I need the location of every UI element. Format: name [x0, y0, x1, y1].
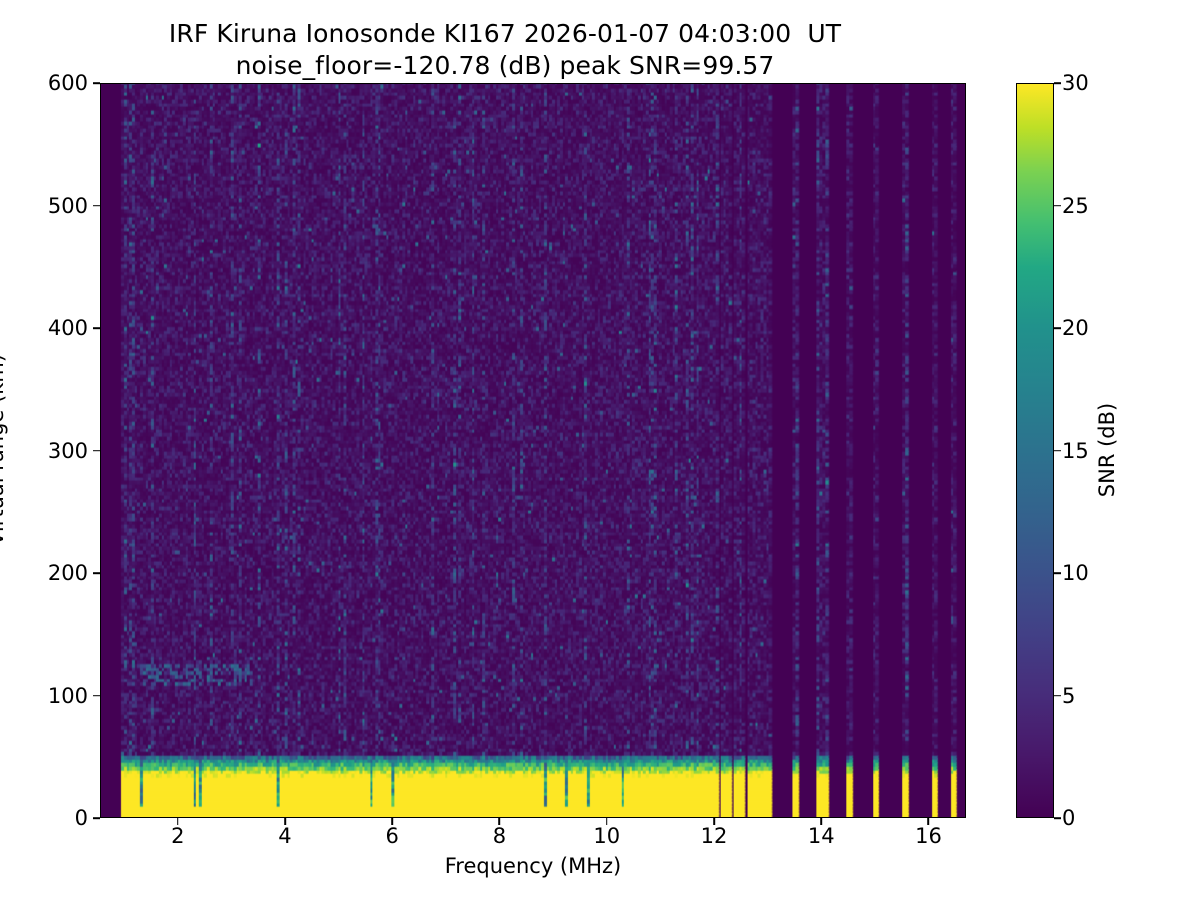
x-tick-label: 6 — [385, 824, 399, 848]
y-tick-label: 300 — [47, 438, 88, 463]
ionogram-heatmap-canvas — [101, 84, 965, 817]
y-tick-mark — [93, 817, 100, 819]
x-tick-mark — [927, 818, 930, 825]
title-line-1: IRF Kiruna Ionosonde KI167 2026-01-07 04… — [168, 19, 842, 48]
colorbar-tick-label: 15 — [1062, 438, 1089, 463]
colorbar — [1016, 83, 1054, 818]
y-tick-label: 100 — [47, 683, 88, 708]
colorbar-tick-mark — [1054, 82, 1061, 84]
colorbar-tick-label: 20 — [1062, 316, 1089, 340]
colorbar-tick-label: 30 — [1062, 71, 1089, 95]
y-tick-mark — [93, 694, 100, 697]
colorbar-tick-mark — [1054, 817, 1061, 819]
x-tick-label: 12 — [700, 824, 728, 848]
colorbar-tick-mark — [1054, 327, 1061, 329]
colorbar-tick-mark — [1054, 694, 1061, 697]
y-tick-label: 500 — [47, 193, 88, 218]
x-tick-label: 14 — [807, 824, 835, 848]
colorbar-label: SNR (dB) — [1095, 402, 1119, 498]
y-tick-label: 200 — [47, 561, 88, 585]
y-tick-mark — [93, 327, 100, 329]
x-tick-mark — [498, 818, 501, 825]
colorbar-tick-label: 25 — [1062, 193, 1089, 218]
colorbar-tick-mark — [1054, 572, 1061, 574]
y-tick-label: 400 — [47, 316, 88, 340]
x-tick-mark — [820, 818, 823, 825]
x-tick-label: 8 — [492, 824, 507, 848]
y-tick-label: 0 — [74, 806, 88, 830]
colorbar-tick-mark — [1054, 449, 1061, 452]
colorbar-tick-label: 10 — [1062, 561, 1089, 585]
figure-title: IRF Kiruna Ionosonde KI167 2026-01-07 04… — [0, 18, 1010, 82]
x-tick-label: 4 — [278, 824, 292, 848]
x-tick-mark — [391, 818, 394, 825]
title-line-2: noise_floor=-120.78 (dB) peak SNR=99.57 — [235, 51, 775, 80]
x-tick-mark — [605, 818, 608, 825]
x-tick-mark — [713, 818, 715, 825]
y-tick-mark — [93, 82, 100, 84]
y-tick-mark — [93, 204, 100, 207]
colorbar-tick-label: 5 — [1062, 683, 1076, 708]
y-tick-mark — [93, 449, 100, 452]
heatmap-plot-area — [100, 83, 966, 818]
x-axis-label: Frequency (MHz) — [444, 854, 622, 878]
x-tick-mark — [284, 818, 286, 825]
x-tick-label: 2 — [171, 824, 185, 848]
x-tick-label: 10 — [593, 824, 621, 848]
y-tick-label: 600 — [47, 71, 88, 95]
colorbar-tick-label: 0 — [1062, 806, 1076, 830]
colorbar-tick-mark — [1054, 204, 1061, 207]
y-tick-mark — [93, 572, 100, 574]
x-tick-mark — [176, 818, 179, 825]
x-tick-label: 16 — [915, 824, 942, 848]
